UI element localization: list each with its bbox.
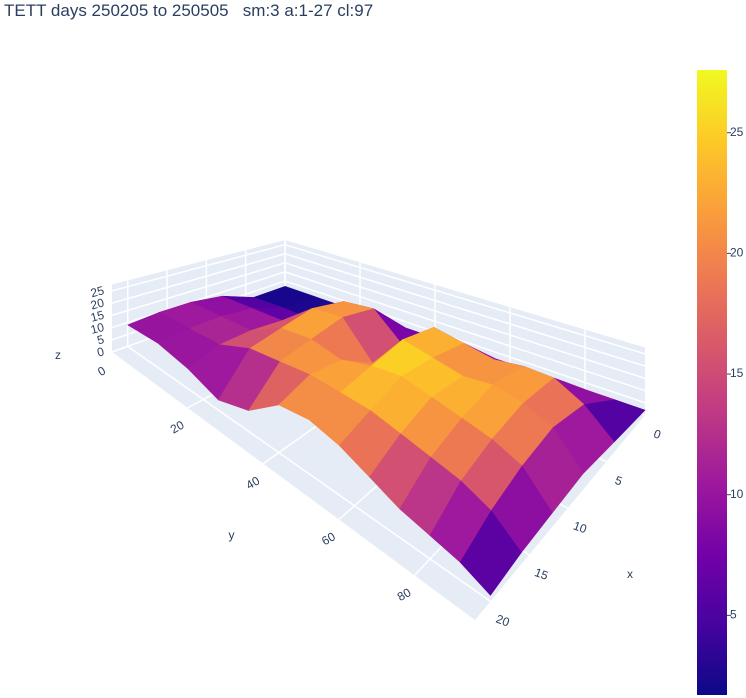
z-grid-line [111, 262, 286, 317]
colorbar-tick-label: 20 [730, 246, 744, 260]
back-wall [285, 240, 645, 415]
z-grid-line [284, 262, 646, 380]
z-grid-line [284, 280, 646, 404]
surface-cell [459, 510, 522, 596]
z-tick-label: 20 [89, 295, 106, 312]
colorbar-tick-label: 10 [730, 487, 744, 501]
x-tick-label: 10 [571, 519, 589, 537]
z-grid-line [284, 271, 646, 392]
y-tick-label: 80 [395, 585, 414, 604]
chart-title: TETT days 250205 to 250505 sm:3 a:1-27 c… [4, 1, 373, 20]
z-tick-label: 5 [96, 332, 106, 347]
z-tick-label: 25 [89, 283, 106, 300]
z-tick-label: 10 [89, 320, 106, 337]
colorbar-tick-label: 25 [730, 125, 744, 139]
x-tick-label: 20 [494, 612, 512, 630]
y-tick-label: 0 [95, 363, 108, 379]
z-grid-line [284, 243, 646, 355]
y-tick-label: 40 [244, 473, 263, 492]
y-axis-title: y [229, 528, 235, 542]
z-axis-title: z [55, 348, 61, 362]
colorbar-tick-label: 15 [730, 366, 744, 380]
colorbar [697, 70, 727, 695]
z-grid-line [111, 271, 286, 329]
z-tick-label: 15 [89, 308, 106, 325]
x-axis-title: x [627, 567, 633, 581]
x-tick-label: 5 [613, 473, 624, 489]
y-tick-label: 60 [319, 529, 338, 548]
x-tick-label: 15 [533, 565, 551, 583]
z-grid-line [284, 253, 646, 367]
z-tick-label: 0 [96, 344, 106, 359]
y-tick-label: 20 [168, 418, 187, 437]
colorbar-tick-label: 5 [730, 608, 737, 622]
x-tick-label: 0 [652, 427, 663, 443]
z-grid-line [111, 243, 286, 292]
z-grid-line [111, 253, 286, 304]
